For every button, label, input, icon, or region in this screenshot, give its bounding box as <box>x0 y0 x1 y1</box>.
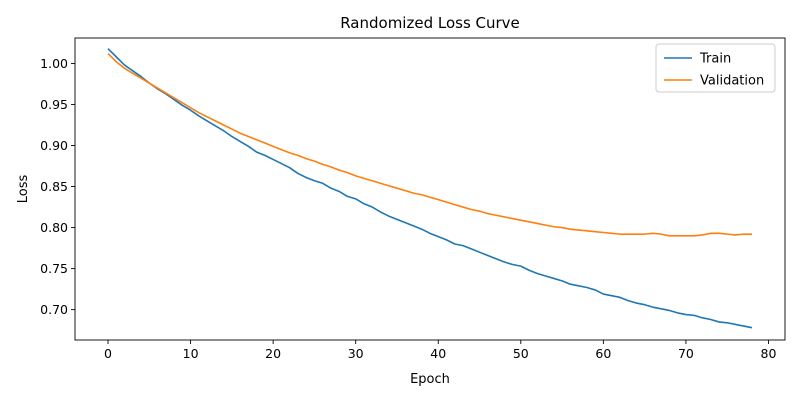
y-axis: 0.70 0.75 0.80 0.85 0.90 0.95 1.00 <box>40 56 75 317</box>
y-tick-label: 0.75 <box>40 261 68 276</box>
x-tick-label: 20 <box>265 346 281 361</box>
x-tick-label: 30 <box>348 346 364 361</box>
x-tick-label: 50 <box>513 346 529 361</box>
legend-label-train: Train <box>699 52 731 67</box>
x-tick-label: 0 <box>104 346 112 361</box>
y-tick-label: 0.85 <box>40 179 68 194</box>
series-line-train <box>107 48 753 329</box>
x-axis: 0 10 20 30 40 50 60 70 80 <box>104 340 776 361</box>
y-tick-label: 0.95 <box>40 97 68 112</box>
plot-frame <box>74 37 786 341</box>
legend: Train Validation <box>655 43 776 93</box>
plot-area <box>74 37 786 341</box>
series-line-validation <box>107 53 752 237</box>
chart-title: Randomized Loss Curve <box>340 14 520 32</box>
x-tick-label: 80 <box>761 346 777 361</box>
x-tick-label: 60 <box>595 346 611 361</box>
legend-label-validation: Validation <box>700 74 764 89</box>
y-tick-label: 0.90 <box>40 138 68 153</box>
x-tick-label: 10 <box>183 346 199 361</box>
y-tick-label: 0.70 <box>40 302 68 317</box>
y-tick-label: 0.80 <box>40 220 68 235</box>
x-tick-label: 40 <box>430 346 446 361</box>
x-tick-label: 70 <box>678 346 694 361</box>
y-axis-label: Loss <box>16 175 31 204</box>
x-axis-label: Epoch <box>410 372 450 387</box>
y-tick-label: 1.00 <box>40 56 68 71</box>
